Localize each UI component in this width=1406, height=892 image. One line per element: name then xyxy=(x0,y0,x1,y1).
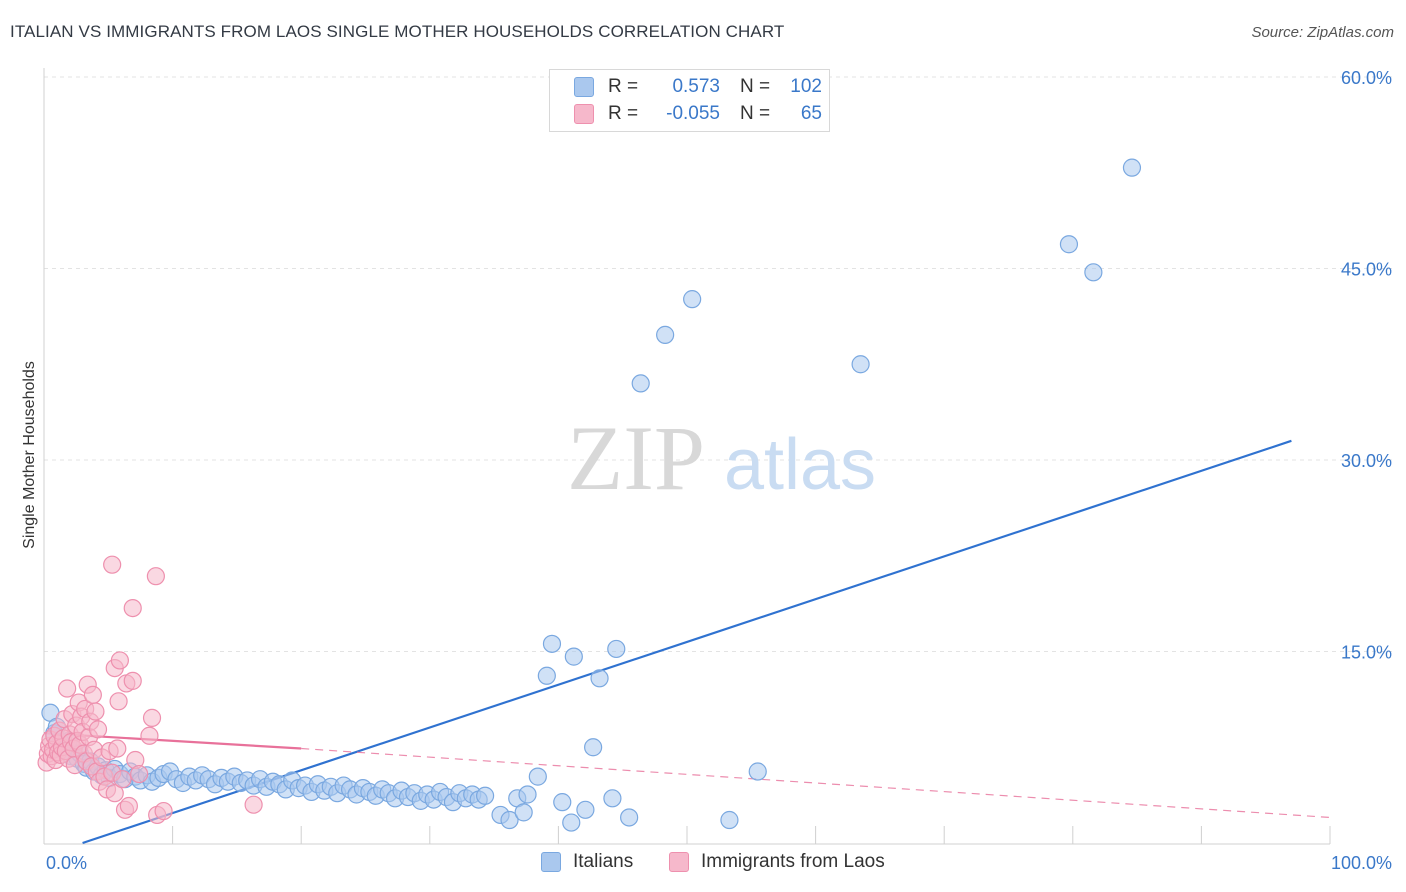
legend-item-laos[interactable]: Immigrants from Laos xyxy=(669,851,885,873)
italians-point xyxy=(576,800,595,819)
italians-point xyxy=(564,647,583,666)
watermark-zip: ZIP xyxy=(567,407,705,509)
legend-swatch-blue xyxy=(574,77,594,97)
laos-point xyxy=(146,567,165,586)
italians-point xyxy=(683,290,702,309)
laos-point xyxy=(105,784,124,803)
italians-point xyxy=(1084,263,1103,282)
italians-point xyxy=(607,639,626,659)
legend-label-laos: Immigrants from Laos xyxy=(701,851,885,872)
laos-point xyxy=(130,764,149,784)
y-tick-label: 45.0% xyxy=(1341,260,1392,280)
laos-point xyxy=(113,770,132,789)
laos-point xyxy=(140,726,159,745)
legend-r-label: R = xyxy=(608,103,639,124)
italians-point xyxy=(851,355,870,374)
italians-point xyxy=(542,634,562,653)
italians-point xyxy=(553,793,572,812)
legend-swatch-italians xyxy=(541,852,561,872)
italians-point xyxy=(748,762,767,781)
laos-trend-line-extension xyxy=(301,747,1331,819)
laos-point xyxy=(109,692,128,711)
laos-point xyxy=(83,685,102,705)
legend-row-italians: R = 0.573 N = 102 xyxy=(574,74,822,100)
italians-point xyxy=(475,786,495,805)
source-label: Source: ZipAtlas.com xyxy=(1251,24,1394,41)
x-tick-label: 100.0% xyxy=(1331,853,1392,873)
italians-point xyxy=(518,785,537,804)
legend-row-laos: R = -0.055 N = 65 xyxy=(574,101,822,127)
laos-point xyxy=(244,795,263,814)
y-tick-label: 15.0% xyxy=(1341,643,1392,663)
laos-point xyxy=(123,598,142,618)
laos-point xyxy=(108,739,127,758)
legend-n-value: 65 xyxy=(800,103,822,124)
legend-n-label: N = xyxy=(740,76,771,97)
watermark-atlas: atlas xyxy=(724,425,876,505)
laos-point xyxy=(88,720,108,739)
laos-point xyxy=(142,708,162,727)
italians-point xyxy=(537,666,556,685)
laos-point xyxy=(103,555,122,574)
watermark: ZIP atlas xyxy=(567,407,876,509)
data-points xyxy=(37,158,1142,832)
legend-item-italians[interactable]: Italians xyxy=(541,851,633,873)
gridlines xyxy=(44,76,1392,652)
tick-labels: 15.0% 30.0% 45.0% 60.0% 0.0% 100.0% xyxy=(46,68,1392,873)
legend-label-italians: Italians xyxy=(573,851,634,872)
legend-swatch-pink xyxy=(574,104,594,124)
italians-point xyxy=(656,325,675,344)
italians-point xyxy=(500,810,519,830)
laos-point xyxy=(86,702,105,721)
y-tick-label: 30.0% xyxy=(1341,451,1392,471)
legend-r-label: R = xyxy=(608,76,639,97)
italians-point xyxy=(528,767,547,786)
italians-point xyxy=(584,738,603,757)
laos-point xyxy=(110,651,129,670)
legend-swatch-laos xyxy=(669,852,689,872)
italians-point xyxy=(1122,158,1142,177)
legend-n-label: N = xyxy=(740,103,771,124)
laos-point xyxy=(154,801,173,821)
legend-n-value: 102 xyxy=(790,76,822,97)
y-tick-label: 60.0% xyxy=(1341,68,1392,88)
chart-title: ITALIAN VS IMMIGRANTS FROM LAOS SINGLE M… xyxy=(10,22,785,41)
italians-point xyxy=(620,808,639,827)
legend-r-value: -0.055 xyxy=(666,103,720,124)
series-legend: Italians Immigrants from Laos xyxy=(0,851,1406,877)
laos-point xyxy=(119,796,138,816)
italians-point xyxy=(590,669,609,688)
x-tick-label: 0.0% xyxy=(46,853,87,873)
laos-point xyxy=(123,671,142,690)
italians-point xyxy=(562,813,581,832)
italians-trend-line xyxy=(82,439,1292,845)
laos-point xyxy=(58,679,77,698)
italians-point xyxy=(720,810,739,830)
italians-point xyxy=(631,374,650,393)
italians-point xyxy=(1059,235,1079,254)
stats-legend: R = 0.573 N = 102 R = -0.055 N = 65 xyxy=(549,69,830,132)
italians-point xyxy=(603,789,622,808)
italians-point xyxy=(514,803,533,822)
legend-r-value: 0.573 xyxy=(672,76,720,97)
